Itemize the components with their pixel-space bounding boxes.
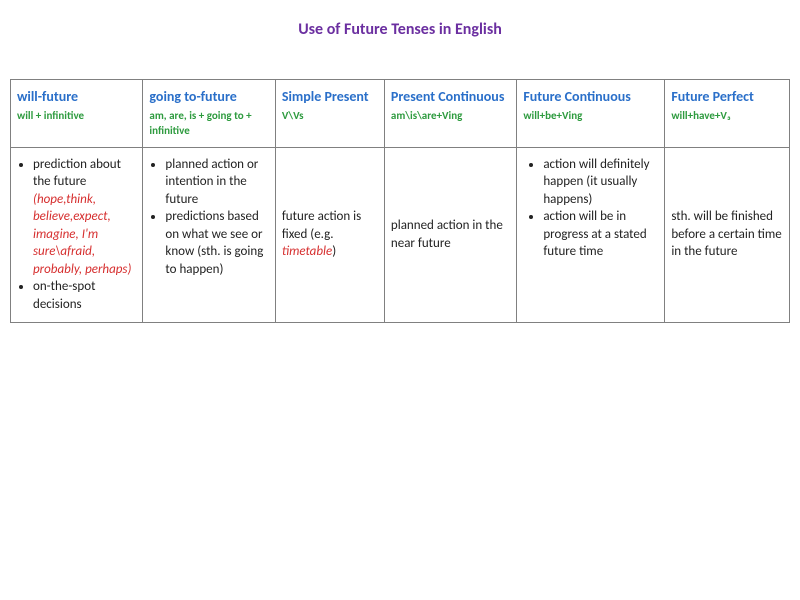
col-name: Present Continuous [391,88,510,107]
header-row: will-future will + infinitive going to-f… [11,80,790,148]
usage-accent: timetable [282,244,332,259]
usage-item: action will definitely happen (it usuall… [543,156,658,209]
usage-row: prediction about the future (hope,think,… [11,147,790,322]
tenses-table: will-future will + infinitive going to-f… [10,79,790,323]
col-present-continuous: Present Continuous am\is\are+Ving [384,80,516,148]
col-future-perfect: Future Perfect will+have+V₃ [665,80,790,148]
cell-future-continuous: action will definitely happen (it usuall… [517,147,665,322]
col-name: Simple Present [282,88,378,107]
col-will-future: will-future will + infinitive [11,80,143,148]
usage-text: planned action in the near future [391,218,503,251]
cell-present-continuous: planned action in the near future [384,147,516,322]
col-name: Future Perfect [671,88,783,107]
usage-item: prediction about the future (hope,think,… [33,156,136,279]
usage-text: sth. will be finished before a certain t… [671,209,781,259]
col-simple-present: Simple Present V\Vs [275,80,384,148]
usage-text: prediction about the future [33,157,121,190]
col-name: will-future [17,88,136,107]
usage-item: predictions based on what we see or know… [165,208,268,278]
cell-going-to: planned action or intention in the futur… [143,147,275,322]
usage-item: action will be in progress at a stated f… [543,208,658,261]
cell-will-future: prediction about the future (hope,think,… [11,147,143,322]
cell-future-perfect: sth. will be finished before a certain t… [665,147,790,322]
cell-simple-present: future action is fixed (e.g. timetable) [275,147,384,322]
usage-text: future action is fixed (e.g. [282,209,361,242]
col-form: will+have+V₃ [671,109,783,124]
col-form: am, are, is + going to + infinitive [149,109,268,139]
col-form: V\Vs [282,109,378,124]
usage-text: ) [332,244,336,259]
col-form: will+be+Ving [523,109,658,124]
col-name: going to-future [149,88,268,107]
usage-accent: (hope,think, believe,expect, imagine, I'… [33,192,131,277]
usage-item: on-the-spot decisions [33,278,136,313]
usage-item: planned action or intention in the futur… [165,156,268,209]
col-name: Future Continuous [523,88,658,107]
col-form: am\is\are+Ving [391,109,510,124]
col-going-to: going to-future am, are, is + going to +… [143,80,275,148]
page-title: Use of Future Tenses in English [10,20,790,39]
col-form: will + infinitive [17,109,136,124]
col-future-continuous: Future Continuous will+be+Ving [517,80,665,148]
